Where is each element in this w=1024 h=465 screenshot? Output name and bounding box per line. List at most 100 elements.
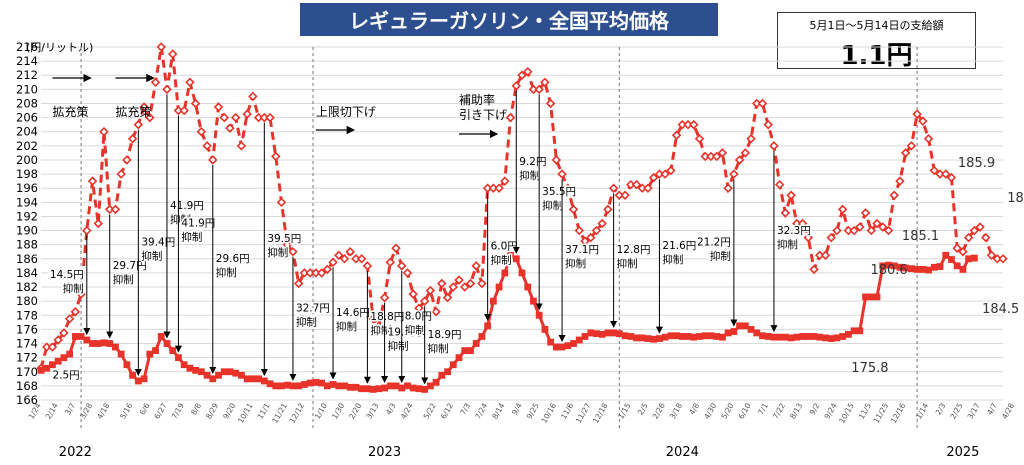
data-point-diamond — [437, 278, 447, 289]
data-point-square — [318, 379, 325, 387]
data-point-square — [804, 333, 812, 340]
year-label: 2023 — [368, 445, 401, 460]
y-tick-label: 182 — [16, 280, 38, 294]
data-point-square — [489, 297, 497, 305]
data-point-diamond — [64, 314, 75, 324]
data-point-square — [409, 384, 417, 392]
data-point-square — [747, 326, 755, 333]
data-point-diamond — [912, 109, 922, 119]
data-point-square — [37, 366, 45, 374]
data-point-diamond — [368, 314, 378, 324]
data-point-diamond — [969, 225, 980, 236]
x-tick-label: 1/30 — [330, 401, 346, 420]
data-point-square — [656, 335, 663, 342]
reduction-label: 抑制 — [777, 238, 798, 251]
data-point-square — [249, 375, 257, 383]
x-tick-label: 11/1 — [256, 401, 272, 420]
data-point-square — [627, 333, 635, 340]
data-point-square — [524, 283, 532, 291]
data-point-square — [925, 266, 932, 274]
data-point-square — [615, 330, 623, 338]
data-point-square — [759, 332, 766, 340]
reduction-label: 抑制 — [370, 324, 391, 337]
data-point-square — [822, 334, 829, 342]
data-point-square — [444, 368, 451, 376]
data-point-diamond — [786, 190, 796, 200]
data-point-square — [169, 347, 177, 354]
y-tick-label: 172 — [16, 351, 38, 365]
data-point-square — [518, 269, 526, 277]
reduction-label: 18.9円 — [428, 329, 462, 341]
data-point-diamond — [620, 190, 630, 200]
y-tick-label: 200 — [16, 153, 38, 167]
y-tick-label: 206 — [16, 111, 38, 125]
data-point-square — [959, 265, 967, 273]
data-point-diamond — [631, 179, 642, 190]
data-point-diamond — [76, 289, 86, 299]
x-tick-label: 8/13 — [788, 401, 804, 420]
y-tick-label: 196 — [16, 181, 38, 195]
data-point-square — [306, 379, 314, 387]
y-tick-label: 170 — [16, 365, 38, 379]
data-point-square — [220, 368, 228, 376]
reduction-label: 2.5円 — [52, 370, 79, 382]
data-point-diamond — [402, 268, 413, 278]
x-tick-label: 9/24 — [822, 401, 838, 420]
data-point-square — [363, 385, 371, 393]
data-point-square — [942, 251, 950, 259]
data-point-diamond — [162, 84, 172, 95]
x-tick-label: 4/18 — [95, 401, 111, 420]
data-point-diamond — [946, 172, 957, 183]
reduction-label: 6.0円 — [491, 241, 518, 253]
data-point-diamond — [500, 176, 510, 186]
data-point-square — [902, 264, 910, 272]
data-point-diamond — [557, 169, 567, 179]
data-point-square — [112, 343, 119, 351]
reduction-label: 14.5円 — [50, 269, 84, 281]
data-point-square — [827, 335, 835, 342]
x-tick-label: 4/24 — [399, 401, 415, 420]
x-tick-label: 9/2 — [808, 401, 822, 416]
data-point-diamond — [236, 141, 247, 151]
data-point-diamond — [225, 123, 235, 133]
x-tick-label: 11/27 — [574, 401, 593, 424]
data-point-square — [684, 333, 692, 340]
reduction-label: 抑制 — [405, 323, 426, 336]
data-point-square — [570, 340, 577, 347]
data-point-diamond — [878, 222, 888, 232]
x-tick-label: 3/18 — [668, 401, 684, 420]
reduction-label: 抑制 — [519, 169, 540, 182]
data-point-square — [94, 340, 102, 347]
data-point-diamond — [958, 247, 968, 257]
data-point-square — [764, 333, 772, 340]
data-point-diamond — [185, 77, 195, 88]
data-point-square — [386, 382, 394, 390]
data-point-diamond — [454, 275, 464, 285]
data-point-diamond — [99, 126, 109, 137]
x-tick-label: 2/26 — [651, 401, 667, 420]
data-point-square — [375, 385, 383, 393]
data-point-square — [381, 384, 388, 392]
reduction-label: 21.2円 — [697, 236, 731, 248]
data-point-diamond — [248, 91, 258, 102]
data-point-square — [621, 332, 629, 340]
data-point-square — [856, 327, 864, 335]
x-tick-label: 1/15 — [616, 401, 632, 420]
data-point-diamond — [139, 102, 149, 112]
data-point-square — [644, 335, 652, 342]
reduction-label: 抑制 — [336, 320, 357, 333]
data-point-square — [232, 369, 240, 377]
data-point-diamond — [866, 225, 877, 236]
x-tick-label: 7/1 — [756, 401, 770, 416]
data-point-square — [890, 262, 898, 270]
reduction-label: 39.5円 — [267, 233, 301, 245]
x-tick-label: 3/28 — [78, 401, 94, 420]
reduction-label: 抑制 — [428, 342, 449, 355]
data-point-square — [495, 283, 503, 291]
reduction-label: 35.5円 — [542, 186, 576, 198]
year-label: 2022 — [59, 445, 92, 460]
data-point-square — [197, 368, 205, 376]
data-point-diamond — [849, 225, 859, 236]
reduction-label: 21.6円 — [662, 240, 696, 252]
data-point-diamond — [729, 169, 739, 179]
